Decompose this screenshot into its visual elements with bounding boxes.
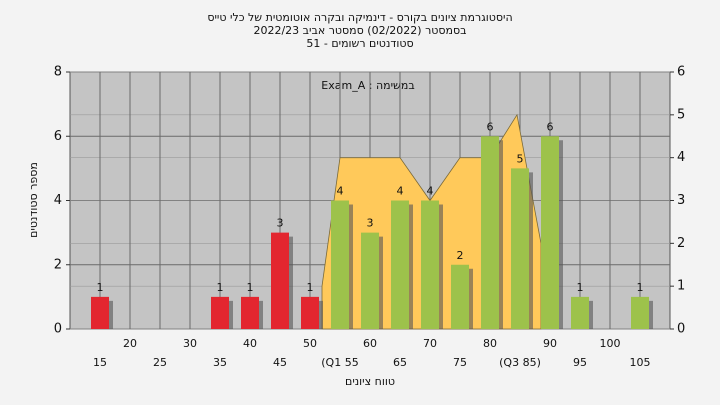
bar — [271, 232, 289, 329]
chart-title: היסטוגרמת ציונים בקורס - דינמיקה ובקרה א… — [207, 11, 512, 24]
x-tick-label: 100 — [600, 337, 621, 350]
value-label: 1 — [97, 281, 104, 294]
bar — [391, 200, 409, 329]
value-label: 1 — [307, 281, 314, 294]
bar — [631, 296, 649, 329]
y-axis-label: מספר סטודנטים — [27, 162, 40, 238]
y-tick-label: 4 — [54, 193, 62, 208]
value-label: 3 — [367, 217, 374, 230]
chart-subtitle: סטודנטים רשומים - 51 — [306, 37, 413, 50]
value-label: 6 — [487, 120, 494, 133]
bar — [511, 168, 529, 329]
x-tick-label: (Q3 85) — [499, 356, 541, 369]
bar — [241, 296, 259, 329]
bar — [211, 296, 229, 329]
y2-tick-label: 6 — [677, 65, 685, 80]
x-tick-label: 30 — [183, 337, 197, 350]
chart-subtitle: בסמסטר (02/2022) סמסטר אביב 2022/23 — [253, 24, 466, 37]
x-tick-label: 45 — [273, 356, 287, 369]
value-label: 2 — [457, 249, 464, 262]
x-tick-label: 80 — [483, 337, 497, 350]
y-tick-label: 0 — [54, 322, 62, 337]
x-tick-label: 60 — [363, 337, 377, 350]
value-label: 1 — [247, 281, 254, 294]
y2-tick-label: 5 — [677, 107, 685, 122]
y2-tick-label: 1 — [677, 279, 685, 294]
x-tick-label: 40 — [243, 337, 257, 350]
x-tick-label: 105 — [630, 356, 651, 369]
x-tick-label: 50 — [303, 337, 317, 350]
x-tick-label: 20 — [123, 337, 137, 350]
bar — [361, 232, 379, 329]
value-label: 1 — [217, 281, 224, 294]
x-tick-label: 35 — [213, 356, 227, 369]
y2-tick-label: 0 — [677, 322, 685, 337]
y2-tick-label: 2 — [677, 236, 685, 251]
value-label: 4 — [427, 185, 434, 198]
value-label: 1 — [577, 281, 584, 294]
value-label: 6 — [547, 120, 554, 133]
x-tick-label: 65 — [393, 356, 407, 369]
y2-tick-label: 4 — [677, 150, 685, 165]
value-label: 4 — [337, 185, 344, 198]
x-axis-label: טווח ציונים — [345, 375, 395, 388]
bar — [301, 296, 319, 329]
bar — [91, 296, 109, 329]
value-label: 3 — [277, 217, 284, 230]
annotation: Exam_A : במשימה — [321, 79, 414, 92]
x-tick-label: 70 — [423, 337, 437, 350]
x-tick-label: 15 — [93, 356, 107, 369]
bar — [451, 264, 469, 329]
x-tick-label: (Q1 55 — [321, 356, 358, 369]
value-label: 4 — [397, 185, 404, 198]
y-tick-label: 8 — [54, 65, 62, 80]
x-tick-label: 90 — [543, 337, 557, 350]
bar — [481, 136, 499, 329]
bar — [541, 136, 559, 329]
bar — [331, 200, 349, 329]
x-tick-label: 95 — [573, 356, 587, 369]
x-tick-label: 25 — [153, 356, 167, 369]
y2-tick-label: 3 — [677, 193, 685, 208]
x-tick-label: 75 — [453, 356, 467, 369]
bar — [571, 296, 589, 329]
value-label: 1 — [637, 281, 644, 294]
y-tick-label: 2 — [54, 257, 62, 272]
bar — [421, 200, 439, 329]
value-label: 5 — [517, 152, 524, 165]
y-tick-label: 6 — [54, 129, 62, 144]
